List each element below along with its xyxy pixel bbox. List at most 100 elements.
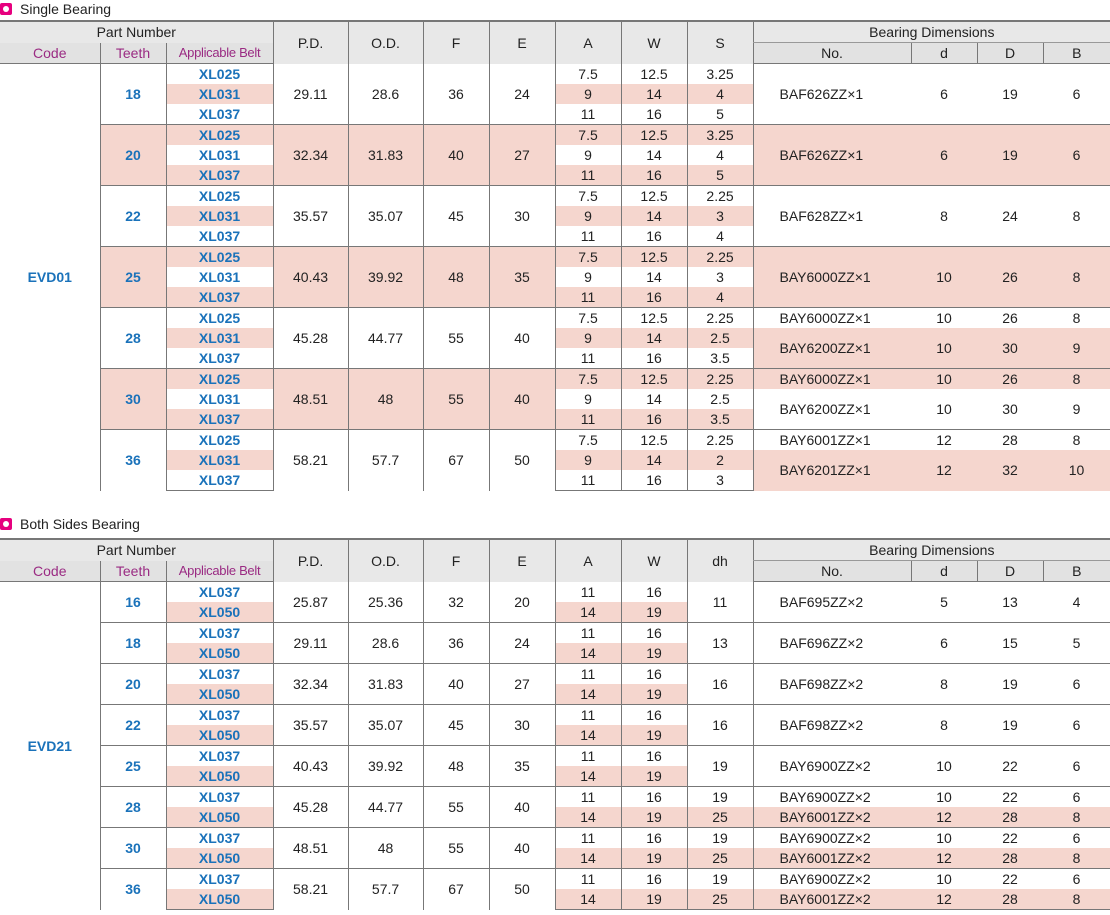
bearing-d-cell: 12 bbox=[911, 889, 978, 910]
bearing-d-cell: 12 bbox=[936, 809, 952, 825]
bearing-D-cell: 32 bbox=[1002, 462, 1018, 479]
dh-cell: 16 bbox=[687, 704, 754, 746]
bearing-no-cell: BAY6200ZZ×1 bbox=[779, 401, 871, 417]
belt-cell: XL031 bbox=[166, 145, 274, 165]
b-header: B bbox=[1042, 560, 1110, 582]
dh-cell: 25 bbox=[687, 848, 754, 869]
bearing-no-cell: BAY6900ZZ×2 bbox=[753, 786, 912, 807]
s-cell: 2.25 bbox=[687, 246, 754, 267]
part-number-header: Part Number bbox=[0, 20, 274, 43]
bearing-d-cell: 10 bbox=[911, 368, 978, 389]
w-cell: 14 bbox=[621, 450, 688, 470]
od-cell: 57.7 bbox=[348, 429, 424, 491]
bearing-no-cell: BAF626ZZ×1 bbox=[779, 86, 864, 102]
dh-cell: 25 bbox=[687, 889, 754, 910]
bearing-b-cell: 8 bbox=[1043, 246, 1110, 308]
pd-cell: 35.57 bbox=[273, 185, 349, 247]
belt-cell: XL031 bbox=[166, 206, 274, 226]
teeth-cell: 30 bbox=[100, 368, 167, 430]
od-cell: 35.07 bbox=[348, 704, 424, 746]
bearing-no-cell: BAY6000ZZ×1 bbox=[753, 307, 912, 328]
w-cell: 16 bbox=[621, 581, 688, 602]
bearing-d-cell: 12 bbox=[936, 462, 952, 479]
bearing-no-cell: BAF695ZZ×2 bbox=[779, 594, 864, 610]
bearing-b-cell: 6 bbox=[1043, 868, 1110, 889]
od-cell: 57.7 bbox=[348, 868, 424, 910]
dh-cell: 19 bbox=[687, 745, 754, 787]
a-cell: 9 bbox=[555, 84, 622, 104]
bearing-no-cell: BAY6900ZZ×2 bbox=[753, 745, 912, 787]
w-cell: 16 bbox=[621, 165, 688, 186]
w-cell: 14 bbox=[621, 206, 688, 226]
a-cell: 7.5 bbox=[555, 124, 622, 145]
s-cell: 3 bbox=[687, 470, 754, 491]
pd-cell: 58.21 bbox=[273, 868, 349, 910]
bearing-no-cell: BAY6900ZZ×2 bbox=[753, 868, 912, 889]
bearing-b-cell: 8 bbox=[1043, 429, 1110, 450]
bearing-no-cell: BAY6000ZZ×1 bbox=[753, 368, 912, 389]
w-cell: 16 bbox=[621, 104, 688, 125]
w-cell: 16 bbox=[621, 827, 688, 848]
w-cell: 12.5 bbox=[621, 185, 688, 206]
a-cell: 11 bbox=[555, 348, 622, 369]
teeth-cell: 28 bbox=[100, 786, 167, 828]
pd-cell: 58.21 bbox=[273, 429, 349, 491]
belt-cell: XL037 bbox=[166, 868, 274, 889]
a-cell: 11 bbox=[555, 104, 622, 125]
belt-cell: XL037 bbox=[166, 165, 274, 186]
belt-cell: XL037 bbox=[166, 745, 274, 766]
pd-cell: 29.11 bbox=[273, 63, 349, 125]
w-cell: 16 bbox=[621, 226, 688, 247]
code-header: Code bbox=[0, 560, 100, 582]
bearing-d-cell: 10 bbox=[911, 827, 978, 848]
bearing-D-cell: 28 bbox=[1002, 809, 1018, 825]
teeth-header: Teeth bbox=[99, 42, 166, 64]
a-cell: 14 bbox=[555, 643, 622, 664]
s-cell: 4 bbox=[687, 84, 754, 104]
a-cell: 14 bbox=[555, 602, 622, 623]
table-row: XL031 9 14 2 BAY6201ZZ×1 12 32 10 bbox=[0, 450, 1110, 478]
e-header: E bbox=[488, 20, 556, 64]
s-cell: 3.5 bbox=[687, 348, 754, 369]
bearing-D-cell: 22 bbox=[977, 827, 1044, 848]
bearing-b-cell: 6 bbox=[1043, 124, 1110, 186]
bearing-D-cell: 15 bbox=[977, 622, 1044, 664]
bearing-d-cell: 8 bbox=[911, 185, 978, 247]
belt-header: Applicable Belt bbox=[165, 560, 274, 582]
s-cell: 2 bbox=[687, 450, 754, 470]
bearing-d-cell: 5 bbox=[940, 594, 948, 610]
e-cell: 40 bbox=[489, 368, 556, 430]
bearing-no-cell: BAF696ZZ×2 bbox=[753, 622, 912, 664]
D-header: D bbox=[976, 42, 1044, 64]
teeth-cell: 20 bbox=[100, 663, 167, 705]
table-row: 25 XL025 40.43 39.92 48 35 7.5 12.5 2.25 BAY6000Z… bbox=[0, 246, 1110, 308]
pd-cell: 48.51 bbox=[273, 827, 349, 869]
s-cell: 4 bbox=[687, 287, 754, 308]
bearing-d-cell: 12 bbox=[936, 850, 952, 866]
a-cell: 11 bbox=[555, 745, 622, 766]
a-cell: 9 bbox=[555, 328, 622, 348]
section-title-text: Both Sides Bearing bbox=[20, 516, 140, 532]
bearing-dimensions-header: Bearing Dimensions bbox=[752, 20, 1110, 43]
bearing-b-cell: 8 bbox=[1072, 850, 1081, 866]
no-header: No. bbox=[752, 42, 912, 64]
both-sides-bearing-table: Part Number P.D. O.D. F E A W dh Bearing… bbox=[0, 538, 1110, 910]
dh-cell: 19 bbox=[687, 827, 754, 848]
bearing-no-cell: BAY6201ZZ×1 bbox=[779, 462, 871, 479]
w-header: W bbox=[620, 538, 688, 582]
belt-cell: XL025 bbox=[166, 307, 274, 328]
bearing-b-cell: 10 bbox=[1068, 462, 1085, 479]
a-cell: 14 bbox=[555, 684, 622, 705]
a-cell: 11 bbox=[555, 663, 622, 684]
f-cell: 67 bbox=[423, 429, 490, 491]
belt-cell: XL037 bbox=[166, 704, 274, 725]
a-cell: 11 bbox=[555, 409, 622, 430]
section-title-both: Both Sides Bearing bbox=[0, 515, 140, 533]
belt-cell: XL025 bbox=[166, 368, 274, 389]
bearing-b-cell: 8 bbox=[1072, 809, 1081, 825]
bearing-D-cell: 30 bbox=[1002, 340, 1018, 356]
bearing-d-cell: 10 bbox=[911, 868, 978, 889]
table-row: XL050 14 19 25 BAY6001ZZ×2 12 28 8 bbox=[0, 807, 1110, 828]
table-row: 28 XL025 45.28 44.77 55 40 7.5 12.5 2.25 BAY6000Z… bbox=[0, 307, 1110, 369]
belt-cell: XL037 bbox=[166, 348, 274, 369]
